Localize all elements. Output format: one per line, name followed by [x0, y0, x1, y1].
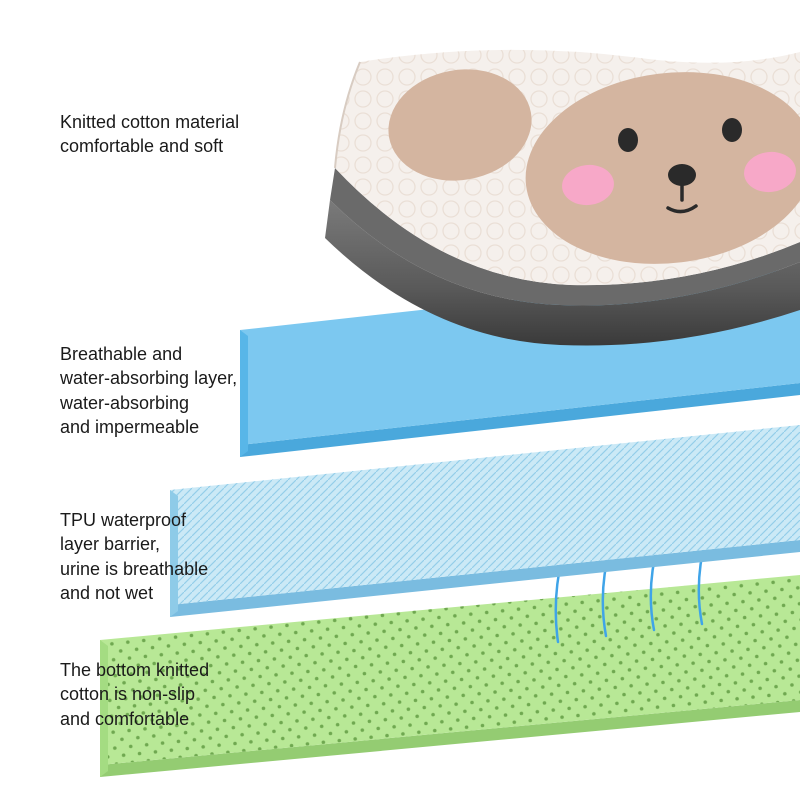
label-layer-3: TPU waterproof layer barrier, urine is b… — [60, 508, 208, 605]
label-layer-3-line4: and not wet — [60, 583, 153, 603]
label-layer-2-line1: Breathable and — [60, 344, 182, 364]
label-layer-2-line2: water-absorbing layer, — [60, 368, 237, 388]
label-layer-3-line3: urine is breathable — [60, 559, 208, 579]
label-layer-1-line1: Knitted cotton material — [60, 112, 239, 132]
label-layer-4-line2: cotton is non-slip — [60, 684, 195, 704]
label-layer-2-line4: and impermeable — [60, 417, 199, 437]
label-layer-1-line2: comfortable and soft — [60, 136, 223, 156]
label-layer-2: Breathable and water-absorbing layer, wa… — [60, 342, 237, 439]
label-layer-3-line2: layer barrier, — [60, 534, 160, 554]
label-layer-1: Knitted cotton material comfortable and … — [60, 110, 239, 159]
layer-top-fabric — [325, 50, 800, 346]
label-layer-4: The bottom knitted cotton is non-slip an… — [60, 658, 209, 731]
label-layer-4-line1: The bottom knitted — [60, 660, 209, 680]
label-layer-2-line3: water-absorbing — [60, 393, 189, 413]
label-layer-3-line1: TPU waterproof — [60, 510, 186, 530]
label-layer-4-line3: and comfortable — [60, 709, 189, 729]
